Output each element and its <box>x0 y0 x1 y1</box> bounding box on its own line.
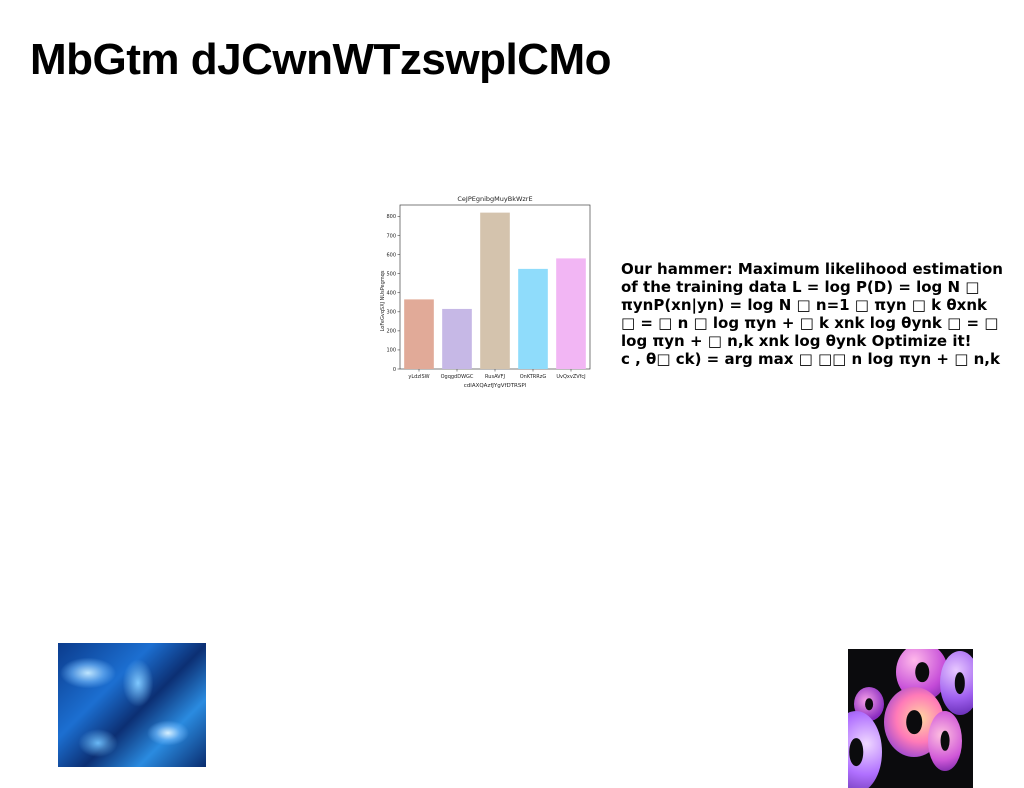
chart-x-axis-label: cdlAXQAzfJYgVfDTRSPl <box>464 383 527 389</box>
bar-chart: CeJPEgnibgMuyBkWzrE cdlAXQAzfJYgVfDTRSPl… <box>376 190 596 390</box>
y-tick-label: 600 <box>386 252 396 258</box>
x-tick-label: OgqgdDWGC <box>441 374 474 380</box>
bar-chart-svg: CeJPEgnibgMuyBkWzrE cdlAXQAzfJYgVfDTRSPl… <box>380 195 591 389</box>
y-tick-label: 500 <box>386 271 396 277</box>
body-text-line: log πyn + □ n,k xnk log θynk Optimize it… <box>621 332 972 350</box>
slide-body-text: Our hammer: Maximum likelihood estimatio… <box>621 260 1024 368</box>
chart-y-axis-label: LoFeGvqSXJ NUsPegmqs <box>380 270 386 331</box>
x-tick-label: UvQxvZVfcJ <box>556 374 585 380</box>
x-tick-label: yLdzISW <box>408 374 429 380</box>
y-tick-label: 0 <box>393 367 396 373</box>
blue-texture-photo <box>58 643 206 767</box>
x-tick-label: OnKTRRzG <box>520 374 547 380</box>
body-text-line: □ = □ n □ log πyn + □ k xnk log θynk □ =… <box>621 314 999 332</box>
chart-title: CeJPEgnibgMuyBkWzrE <box>457 195 532 203</box>
chart-y-axis: 0 100 200 300 400 500 600 700 800 <box>386 214 400 373</box>
bar-OnKTRRzG <box>518 268 548 369</box>
body-text-line: of the training data L = log P(D) = log … <box>621 278 980 296</box>
body-text-line: c , θ□ ck) = arg max □ □□ n log πyn + □ … <box>621 350 1000 368</box>
y-tick-label: 400 <box>386 291 396 297</box>
body-text-line: πynP(xn|yn) = log N □ n=1 □ πyn □ k θxnk <box>621 296 987 314</box>
slide-title: MbGtm dJCwnWTzswplCMo <box>30 35 612 84</box>
bar-RusAVFJ <box>480 212 510 369</box>
bar-OgqgdDWGC <box>442 308 472 369</box>
y-tick-label: 200 <box>386 329 396 335</box>
y-tick-label: 700 <box>386 233 396 239</box>
y-tick-label: 800 <box>386 214 396 220</box>
bar-yLdzISW <box>404 299 434 369</box>
bar-UvQxvZVfcJ <box>556 258 586 369</box>
x-tick-label: RusAVFJ <box>485 374 505 380</box>
y-tick-label: 300 <box>386 310 396 316</box>
chart-x-axis: yLdzISW OgqgdDWGC RusAVFJ OnKTRRzG UvQxvZVfc… <box>408 369 586 380</box>
chart-bars <box>404 212 586 369</box>
body-text-line: Our hammer: Maximum likelihood estimatio… <box>621 260 1003 278</box>
y-tick-label: 100 <box>386 348 396 354</box>
colorful-discs-photo <box>848 649 973 788</box>
